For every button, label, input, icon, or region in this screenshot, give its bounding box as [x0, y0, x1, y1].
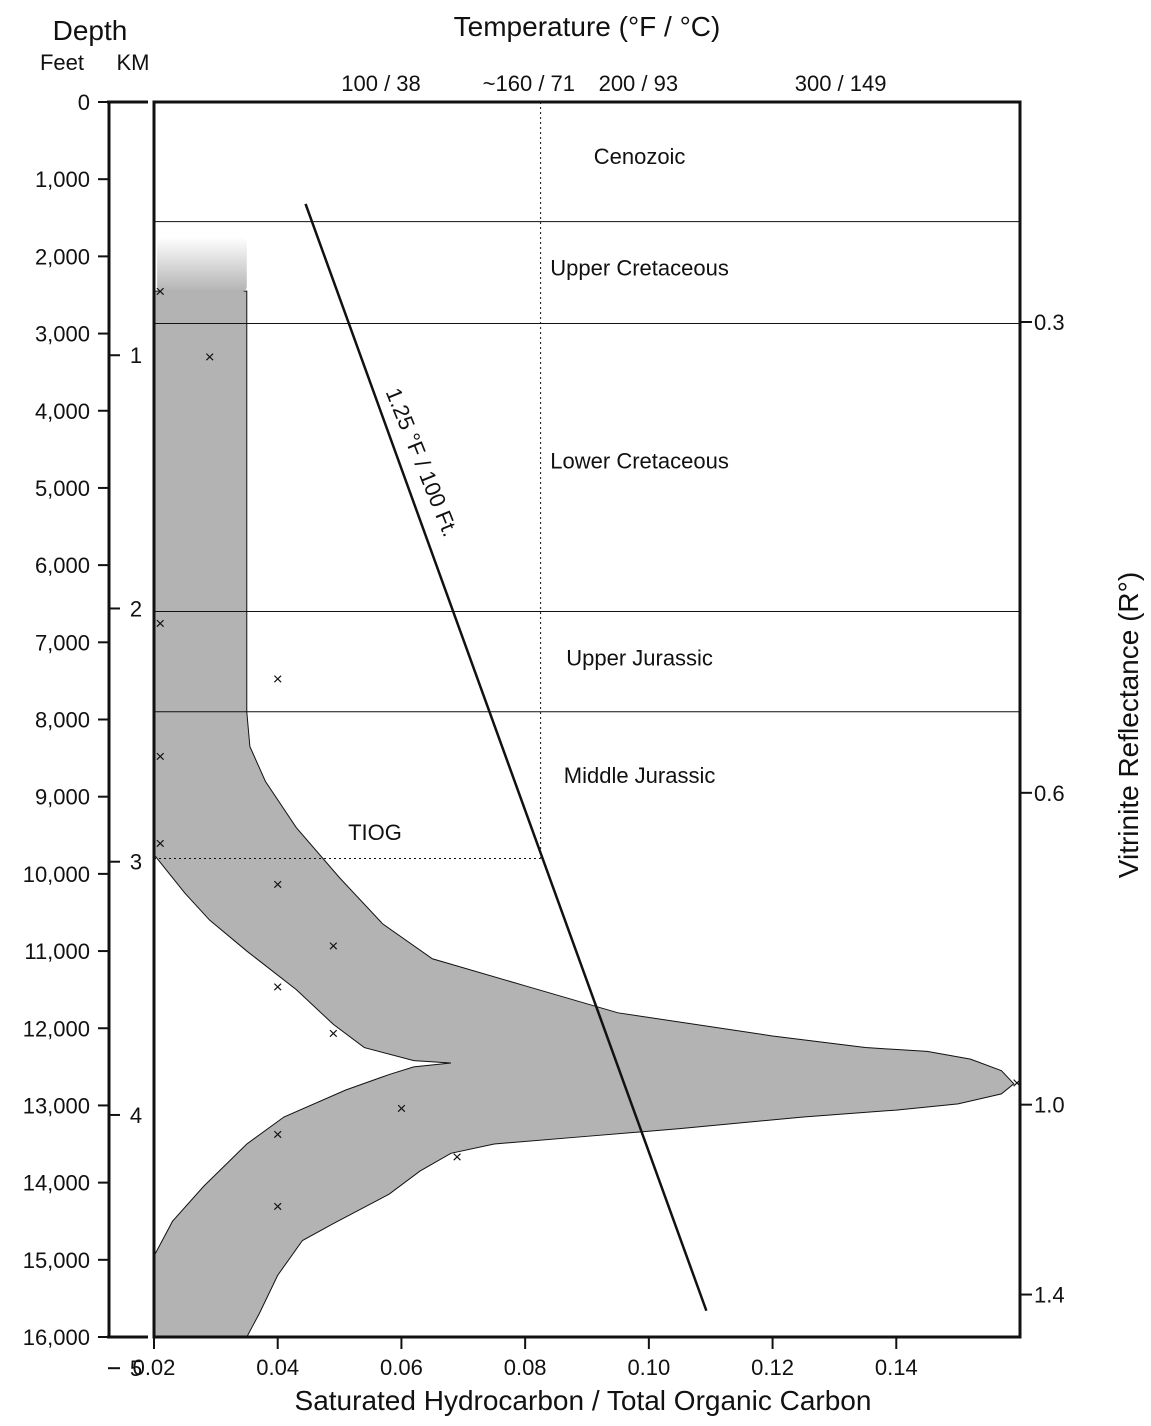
data-point: × [1012, 1073, 1022, 1092]
envelope-layer [153, 237, 1015, 1338]
feet-tick-label: 3,000 [35, 322, 90, 347]
feet-tick-label: 4,000 [35, 399, 90, 424]
vitrinite-tick-label: 0.6 [1034, 781, 1065, 806]
data-point: × [273, 978, 283, 997]
vitrinite-tick-label: 1.0 [1034, 1093, 1065, 1118]
x-tick-label: 0.08 [504, 1355, 547, 1380]
stratigraphy-labels: Cenozoic Upper Cretaceous Lower Cretaceous… [550, 144, 729, 788]
feet-tick-label: 14,000 [23, 1171, 90, 1196]
km-tick-label: 5 [130, 1356, 142, 1381]
feet-tick-label: 7,000 [35, 630, 90, 655]
temperature-tick-label: 100 / 38 [341, 71, 421, 96]
data-point: × [155, 747, 165, 766]
feet-tick-label: 13,000 [23, 1093, 90, 1118]
vitrinite-tick-label: 1.4 [1034, 1283, 1065, 1308]
data-point: × [273, 670, 283, 689]
data-point: × [328, 937, 338, 956]
temperature-tick-label: ~160 / 71 [483, 71, 575, 96]
depth-axis-title: Depth [53, 15, 128, 46]
stratigraphic-unit-label: Upper Cretaceous [550, 256, 729, 281]
km-tick-label: 2 [130, 596, 142, 621]
stratigraphic-unit-label: Cenozoic [594, 144, 686, 169]
plot-frame [152, 100, 1022, 1339]
feet-tick-label: 1,000 [35, 167, 90, 192]
data-point: × [273, 875, 283, 894]
x-tick-label: 0.10 [627, 1355, 670, 1380]
gradient-line-label: 1.25 °F / 100 Ft. [381, 384, 463, 540]
x-tick-label: 0.14 [875, 1355, 918, 1380]
data-point: × [155, 614, 165, 633]
feet-tick-label: 5,000 [35, 476, 90, 501]
depth-feet-unit: Feet [40, 50, 84, 75]
feet-tick-label: 8,000 [35, 708, 90, 733]
axes-layer: 0 1,000 2,000 3,000 4,000 5,000 6,000 7,000 8,00… [23, 71, 1065, 1381]
stratigraphic-unit-label: Middle Jurassic [564, 763, 716, 788]
x-tick-label: 0.02 [133, 1355, 176, 1380]
feet-tick-label: 6,000 [35, 553, 90, 578]
feet-tick-label: 11,000 [24, 939, 90, 964]
km-tick-label: 3 [130, 850, 142, 875]
data-points: × × × × × × × × × × × × × × × [155, 282, 1022, 1216]
vitrinite-tick-label: 0.3 [1034, 310, 1065, 335]
data-point: × [452, 1147, 462, 1166]
data-point: × [396, 1099, 406, 1118]
envelope-faded-top [157, 237, 247, 293]
data-point: × [205, 348, 215, 367]
temperature-axis-title: Temperature (°F / °C) [454, 11, 721, 42]
feet-tick-label: 10,000 [23, 862, 90, 887]
feet-tick-label: 16,000 [23, 1325, 90, 1350]
x-axis-title: Saturated Hydrocarbon / Total Organic Ca… [295, 1385, 872, 1416]
km-tick-label: 4 [130, 1103, 142, 1128]
tiog-label: TIOG [348, 820, 402, 845]
feet-tick-label: 0 [78, 90, 90, 115]
feet-tick-label: 2,000 [35, 244, 90, 269]
temperature-tick-label: 200 / 93 [599, 71, 679, 96]
geothermal-gradient-line [304, 203, 708, 1312]
x-tick-label: 0.12 [751, 1355, 794, 1380]
data-point: × [273, 1197, 283, 1216]
grid-layer [154, 102, 1020, 1312]
hydrocarbon-envelope [153, 290, 1015, 1338]
data-point: × [155, 834, 165, 853]
stratigraphic-unit-label: Lower Cretaceous [550, 449, 729, 474]
km-tick-label: 1 [130, 343, 142, 368]
data-point: × [273, 1125, 283, 1144]
stratigraphic-unit-label: Upper Jurassic [566, 645, 713, 670]
x-tick-label: 0.06 [380, 1355, 423, 1380]
x-tick-label: 0.04 [256, 1355, 299, 1380]
temperature-tick-label: 300 / 149 [795, 71, 887, 96]
feet-tick-label: 9,000 [35, 785, 90, 810]
depth-km-unit: KM [117, 50, 150, 75]
feet-tick-label: 12,000 [23, 1016, 90, 1041]
data-point: × [328, 1024, 338, 1043]
data-point: × [155, 282, 165, 301]
feet-tick-label: 15,000 [23, 1248, 90, 1273]
vitrinite-axis-title: Vitrinite Reflectance (R°) [1113, 572, 1144, 878]
